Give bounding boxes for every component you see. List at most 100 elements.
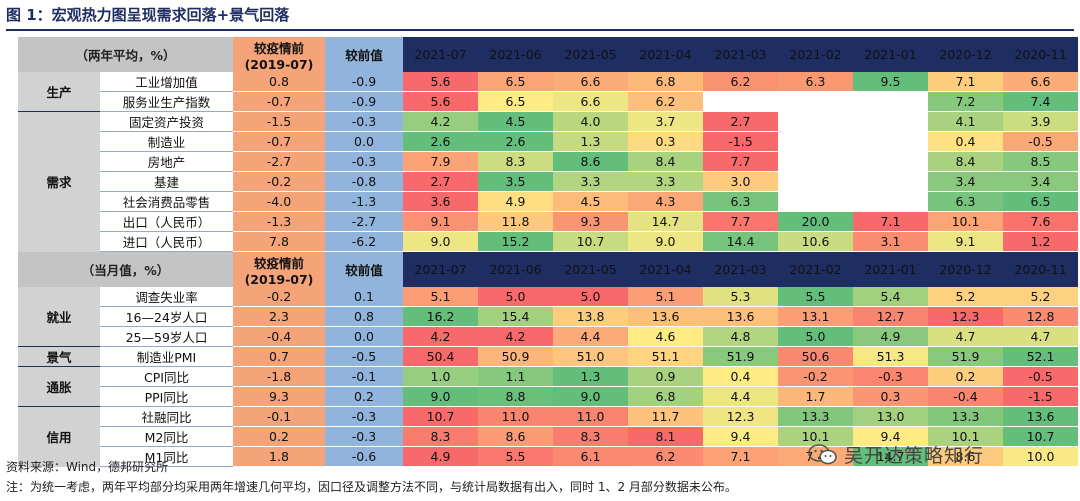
heat-cell: 3.7 <box>628 111 703 132</box>
table-row: 制造业 -0.7 0.0 2.6 2.6 1.3 0.3 -1.5 0.4 -0.5 <box>18 131 1078 152</box>
heat-cell: 3.9 <box>1003 111 1078 132</box>
heat-cell: 15.2 <box>478 231 553 252</box>
heat-cell: 0.4 <box>703 366 778 387</box>
table-row: 服务业生产指数 -0.7 -0.9 5.6 6.5 6.6 6.2 7.2 7.4 <box>18 91 1078 112</box>
month-header: 2021-04 <box>628 251 703 287</box>
table-row: M2同比 0.2 -0.3 8.3 8.6 8.3 8.1 9.4 10.1 9.4 10.1 10.… <box>18 426 1078 447</box>
category-label: 信用 <box>18 406 100 467</box>
value-vs-previous: -2.7 <box>325 211 403 232</box>
heat-cell: 7.7 <box>703 151 778 172</box>
heat-cell: 7.2 <box>928 91 1003 112</box>
value-vs-pre-pandemic: -4.0 <box>233 191 325 212</box>
heat-cell: 14.7 <box>853 446 928 467</box>
section-header-vs-pre-pandemic: 较疫情前 (2019-07) <box>233 37 325 72</box>
section-header-category: （两年平均，%） <box>18 37 233 72</box>
month-header: 2020-11 <box>1003 37 1078 72</box>
heat-cell: 1.3 <box>553 131 628 152</box>
value-vs-previous: 0.1 <box>325 287 403 307</box>
section-header-vs-pre-pandemic: 较疫情前 (2019-07) <box>233 251 325 287</box>
metric-label: 固定资产投资 <box>100 111 233 132</box>
value-vs-previous: -0.8 <box>325 171 403 192</box>
month-header: 2021-02 <box>778 251 853 287</box>
month-header: 2020-11 <box>1003 251 1078 287</box>
heat-cell: 50.6 <box>778 346 853 367</box>
month-header: 2020-12 <box>928 37 1003 72</box>
heat-cell: 5.5 <box>478 446 553 467</box>
heat-cell: 52.1 <box>1003 346 1078 367</box>
heat-cell: 4.4 <box>553 326 628 347</box>
source-note: 资料来源：Wind，德邦研究所 <box>6 460 169 474</box>
heat-cell: 9.0 <box>403 386 478 407</box>
heat-cell: 5.6 <box>403 72 478 92</box>
heat-cell: 10.7 <box>1003 426 1078 447</box>
heat-cell: 4.7 <box>928 326 1003 347</box>
metric-label: M2同比 <box>100 426 233 447</box>
heat-cell: 6.8 <box>628 386 703 407</box>
macro-heatmap-table: （两年平均，%） 较疫情前 (2019-07) 较前值 2021-07 2021-06 20… <box>18 37 1078 467</box>
heat-cell: 13.3 <box>928 406 1003 427</box>
heat-cell: 7.1 <box>853 211 928 232</box>
table-row: 出口（人民币） -1.3 -2.7 9.1 11.8 9.3 14.7 7.7 20.0 7.1 1… <box>18 211 1078 232</box>
empty-cell <box>853 131 928 152</box>
heat-cell: 6.2 <box>628 91 703 112</box>
category-label: 景气 <box>18 346 100 367</box>
heat-cell: 4.8 <box>703 326 778 347</box>
heat-cell: 3.3 <box>628 171 703 192</box>
heat-cell: 9.1 <box>403 211 478 232</box>
heat-cell: 1.2 <box>1003 231 1078 252</box>
value-vs-previous: -6.2 <box>325 231 403 252</box>
heat-cell: 3.4 <box>928 171 1003 192</box>
heat-cell: 7.6 <box>1003 211 1078 232</box>
heat-cell: 8.6 <box>478 426 553 447</box>
month-header: 2021-01 <box>853 37 928 72</box>
heat-cell: 8.4 <box>928 151 1003 172</box>
empty-cell <box>853 191 928 212</box>
empty-cell <box>853 151 928 172</box>
heat-cell: 10.1 <box>778 426 853 447</box>
metric-label: 25—59岁人口 <box>100 326 233 347</box>
value-vs-previous: -0.1 <box>325 366 403 387</box>
month-header: 2021-07 <box>403 251 478 287</box>
value-vs-pre-pandemic: 9.3 <box>233 386 325 407</box>
heat-cell: 8.3 <box>478 151 553 172</box>
heat-cell: 6.6 <box>553 72 628 92</box>
empty-cell <box>778 151 853 172</box>
heat-cell: 51.3 <box>853 346 928 367</box>
heat-cell: 0.2 <box>928 366 1003 387</box>
month-header: 2021-03 <box>703 251 778 287</box>
metric-label: M1同比 <box>100 446 233 467</box>
heat-cell: 7.7 <box>703 211 778 232</box>
heat-cell: 12.7 <box>853 306 928 327</box>
heat-cell: 8.5 <box>1003 151 1078 172</box>
heat-cell: 7.4 <box>1003 91 1078 112</box>
heat-cell: 3.6 <box>403 191 478 212</box>
value-vs-previous: -0.9 <box>325 91 403 112</box>
heat-cell: 12.3 <box>703 406 778 427</box>
heat-cell: 8.6 <box>553 151 628 172</box>
heat-cell: 6.3 <box>928 191 1003 212</box>
heat-cell: -0.3 <box>853 366 928 387</box>
value-vs-pre-pandemic: 0.8 <box>233 72 325 92</box>
heat-cell: -0.5 <box>1003 131 1078 152</box>
heat-cell: 6.2 <box>703 72 778 92</box>
metric-label: 调查失业率 <box>100 287 233 307</box>
value-vs-pre-pandemic: -2.7 <box>233 151 325 172</box>
value-vs-pre-pandemic: 7.8 <box>233 231 325 252</box>
heat-cell: 6.5 <box>478 72 553 92</box>
heat-cell: 6.3 <box>703 191 778 212</box>
heat-cell: 13.6 <box>703 306 778 327</box>
heat-cell: 11.0 <box>553 406 628 427</box>
value-vs-previous: -0.3 <box>325 151 403 172</box>
heat-cell: 4.6 <box>628 326 703 347</box>
heat-cell: 9.4 <box>703 426 778 447</box>
heat-cell: 20.0 <box>778 211 853 232</box>
category-label: 就业 <box>18 287 100 347</box>
category-label: 生产 <box>18 72 100 112</box>
heat-cell: 4.9 <box>478 191 553 212</box>
heat-cell: 5.0 <box>478 287 553 307</box>
heat-cell: 5.2 <box>1003 287 1078 307</box>
month-header: 2021-05 <box>553 37 628 72</box>
value-vs-previous: 0.0 <box>325 326 403 347</box>
footnote: 注：为统一考虑，两年平均部分均采用两年增速几何平均，因口径及调整方法不同，与统计… <box>6 480 737 494</box>
metric-label: 基建 <box>100 171 233 192</box>
